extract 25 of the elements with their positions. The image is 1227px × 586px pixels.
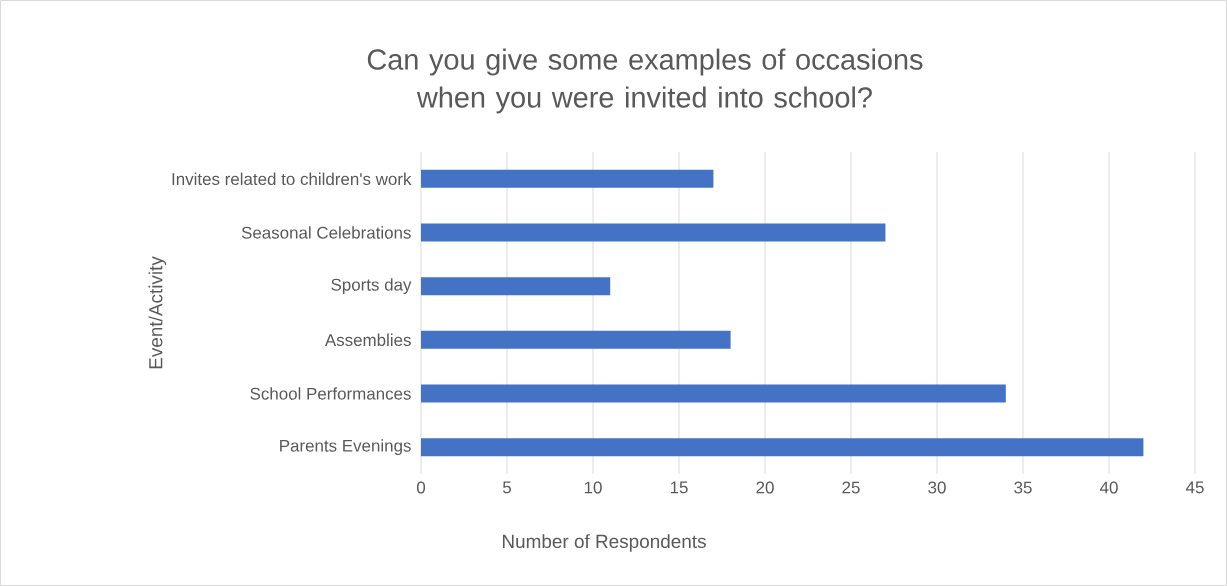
y-tick-label: Sports day bbox=[331, 278, 412, 295]
bar bbox=[421, 169, 714, 188]
x-tick-label: 25 bbox=[842, 481, 860, 494]
bar bbox=[421, 438, 1144, 457]
y-tick-label: School Performances bbox=[250, 387, 411, 400]
y-tick-label: Assemblies bbox=[324, 333, 411, 347]
x-axis-title: Number of Respondents bbox=[502, 534, 706, 552]
y-tick-label: Parents Evenings bbox=[280, 439, 411, 456]
x-tick-label: 5 bbox=[502, 481, 511, 494]
x-tick-label: 15 bbox=[670, 481, 688, 494]
x-tick-label: 0 bbox=[416, 481, 426, 494]
y-axis-title: Event/Activity bbox=[148, 256, 167, 369]
bar bbox=[421, 223, 886, 242]
y-tick-label: Invites related to children's work bbox=[172, 172, 412, 186]
x-tick-label: 10 bbox=[584, 481, 602, 494]
bar bbox=[421, 277, 611, 296]
bar bbox=[421, 330, 731, 349]
x-tick-label: 35 bbox=[1014, 481, 1032, 494]
bar bbox=[421, 384, 1006, 403]
chart-title: Can you give some examples of occasions when you were invited into school? bbox=[367, 48, 923, 114]
y-tick-label: Seasonal Celebrations bbox=[241, 226, 411, 239]
x-tick-label: 30 bbox=[928, 481, 946, 494]
x-tick-label: 40 bbox=[1099, 481, 1118, 494]
x-tick-label: 45 bbox=[1185, 481, 1204, 494]
x-tick-label: 20 bbox=[756, 481, 774, 494]
